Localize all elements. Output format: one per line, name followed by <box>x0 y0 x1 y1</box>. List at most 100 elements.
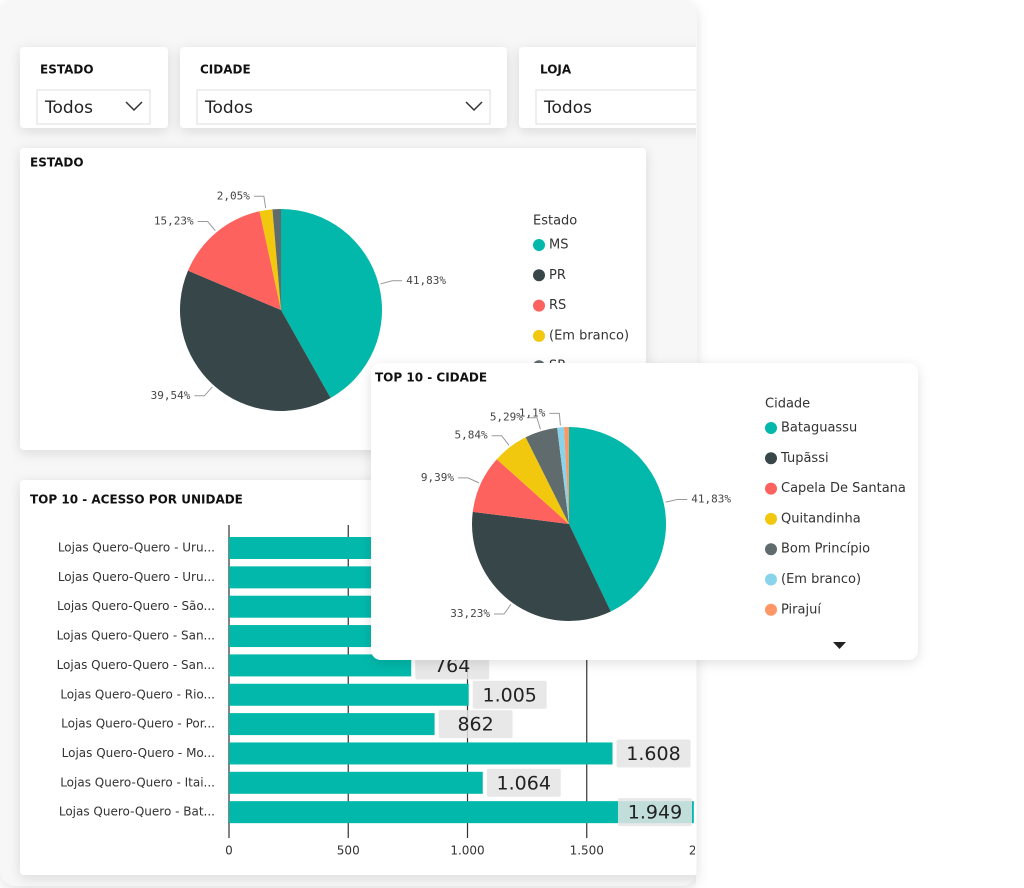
legend-label: PR <box>549 268 566 283</box>
legend-label: Bataguassu <box>781 421 857 436</box>
legend-swatch <box>765 422 777 434</box>
pie-slice <box>272 209 281 310</box>
dropdown-value[interactable]: Todos <box>204 98 253 118</box>
data-label-box <box>486 768 561 797</box>
pie-slice <box>281 209 382 398</box>
data-label: 1.949 <box>628 802 682 824</box>
y-tick-label: Lojas Quero-Quero - San... <box>57 629 215 643</box>
data-label: 1.608 <box>626 743 680 765</box>
pie-slice <box>557 427 569 524</box>
bar <box>229 801 694 824</box>
legend-swatch <box>765 573 777 586</box>
legend-swatch <box>533 269 545 282</box>
leader-line <box>253 195 267 209</box>
dropdown[interactable] <box>535 89 706 125</box>
data-label: 41,83% <box>691 492 731 505</box>
data-label: 5,84% <box>455 429 488 442</box>
filter-label: LOJA <box>540 63 572 77</box>
data-label-box <box>438 710 513 739</box>
bar <box>229 742 613 765</box>
pie-chart: 41,83% 39,54% 15,23% 2,05% Estado MS PR RS (Em b… <box>151 189 629 411</box>
data-label-box <box>618 798 692 827</box>
data-label: 764 <box>434 655 470 677</box>
filter-label: CIDADE <box>200 63 251 77</box>
data-label: 5,29% <box>490 411 523 424</box>
leader-line <box>458 477 480 484</box>
leader-line <box>380 280 403 285</box>
legend-label: Pirajuí <box>781 602 821 617</box>
leader-line <box>549 412 561 426</box>
leader-line <box>665 498 688 503</box>
pie-slice <box>472 459 569 524</box>
filter-label: ESTADO <box>40 63 94 77</box>
legend-title: Estado <box>533 214 577 229</box>
pie-slice <box>180 270 331 411</box>
legend-swatch <box>765 603 777 616</box>
data-label: 862 <box>457 714 493 736</box>
y-tick-label: Lojas Quero-Quero - Rio... <box>60 687 215 701</box>
legend-label: Tupãssi <box>780 451 829 466</box>
leader-line <box>197 220 216 232</box>
legend-label: RS <box>549 298 566 313</box>
chart-title: TOP 10 - ACESSO POR UNIDADE <box>30 493 243 507</box>
legend-swatch <box>533 239 545 251</box>
data-label: 15,23% <box>154 214 194 227</box>
pie-slice <box>187 211 281 310</box>
y-tick-label: Lojas Quero-Quero - Itai... <box>60 775 215 789</box>
chevron[interactable] <box>125 101 143 112</box>
leader-line <box>194 386 213 397</box>
legend-swatch <box>533 299 545 312</box>
scroll-arrow[interactable] <box>833 642 846 649</box>
chart-title: TOP 10 - CIDADE <box>375 371 487 385</box>
x-tick-label: 2.000 <box>689 844 723 858</box>
pie-slice <box>569 427 666 612</box>
leader-line <box>526 417 541 430</box>
data-label-box <box>472 680 547 709</box>
pie-chart: 41,83% 33,23% 9,39% 5,84%5,29%1,1% Cidade Bat… <box>421 397 906 621</box>
y-tick-label: Lojas Quero-Quero - Mo... <box>62 746 215 760</box>
dropdown[interactable] <box>196 89 491 125</box>
x-tick-label: 0 <box>225 844 233 858</box>
data-label: 41,83% <box>406 274 446 287</box>
bar <box>229 625 375 648</box>
bar <box>229 566 385 589</box>
dropdown-value[interactable]: Todos <box>543 98 592 118</box>
bar <box>229 595 380 618</box>
legend-label: MS <box>549 238 568 253</box>
pie-slice <box>564 427 569 524</box>
data-label: 2,05% <box>217 189 250 202</box>
legend-label: Capela De Santana <box>781 481 906 496</box>
chevron[interactable] <box>465 101 483 112</box>
y-tick-label: Lojas Quero-Quero - São... <box>57 599 215 613</box>
leader-line <box>494 603 512 615</box>
dropdown-value[interactable]: Todos <box>44 98 93 118</box>
legend-swatch <box>533 329 545 342</box>
legend-swatch <box>765 482 777 495</box>
legend-swatch <box>765 543 777 556</box>
leader-line <box>491 435 510 446</box>
data-label: 1.005 <box>482 684 536 706</box>
bar <box>229 654 412 677</box>
chart-title: ESTADO <box>30 156 84 170</box>
bar <box>229 771 483 794</box>
data-label: 33,23% <box>450 607 490 620</box>
legend-title: Cidade <box>765 397 810 412</box>
y-tick-label: Lojas Quero-Quero - Uru... <box>58 570 215 584</box>
x-tick-label: 500 <box>337 844 360 858</box>
bar-chart: 0 500 1.000 1.500 2.000 Lojas Quero-Quero - U… <box>57 525 723 858</box>
y-tick-label: Lojas Quero-Quero - Bat... <box>59 805 215 819</box>
legend-swatch <box>765 452 777 465</box>
data-label: 9,39% <box>421 471 454 484</box>
legend-swatch <box>765 512 777 525</box>
legend-label: Bom Princípio <box>781 542 870 557</box>
y-tick-label: Lojas Quero-Quero - San... <box>57 658 215 672</box>
bar <box>229 683 469 706</box>
pie-slice <box>472 511 611 621</box>
data-label: 1.064 <box>497 772 551 794</box>
legend-label: (Em branco) <box>549 328 629 343</box>
x-tick-label: 1.500 <box>570 844 604 858</box>
pie-slice <box>525 427 569 524</box>
y-tick-label: Lojas Quero-Quero - Uru... <box>58 541 215 555</box>
data-label: 39,54% <box>151 389 191 402</box>
